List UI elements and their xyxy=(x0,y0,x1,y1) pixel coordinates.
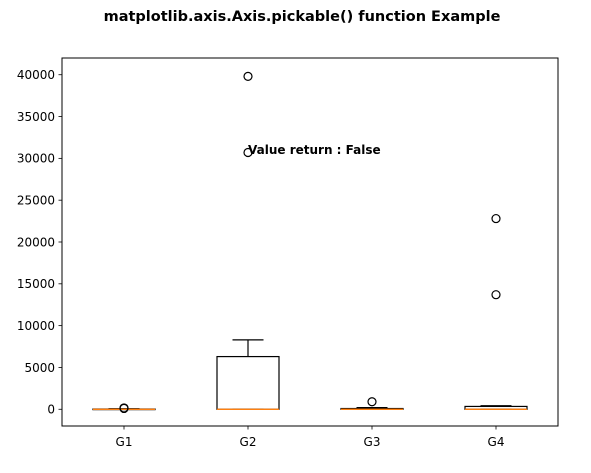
annotation-label: Value return : False xyxy=(248,143,381,157)
chart-title: matplotlib.axis.Axis.pickable() function… xyxy=(104,9,501,25)
y-tick-label: 10000 xyxy=(17,319,55,333)
flier-point xyxy=(367,397,377,407)
box-groups xyxy=(92,71,528,414)
flier-point xyxy=(243,147,253,158)
x-tick-label: G2 xyxy=(240,435,257,449)
y-axis: 0 5000 10000 15000 20000 25000 30000 35000 40000 xyxy=(17,68,62,417)
flier-point xyxy=(491,290,501,300)
y-tick-label: 40000 xyxy=(17,68,55,82)
x-tick-label: G3 xyxy=(364,435,381,449)
box-group-g4 xyxy=(464,213,528,410)
box xyxy=(216,355,280,410)
y-tick-label: 25000 xyxy=(17,193,55,207)
y-tick-label: 5000 xyxy=(24,361,55,375)
box-group-g1 xyxy=(92,403,156,414)
box-group-g3 xyxy=(340,397,404,410)
y-tick-label: 0 xyxy=(47,403,55,417)
axes-frame xyxy=(61,57,559,427)
y-tick-label: 15000 xyxy=(17,277,55,291)
x-tick-label: G1 xyxy=(116,435,133,449)
box-group-g2 xyxy=(216,71,280,410)
flier-point xyxy=(491,213,501,224)
x-axis: G1 G2 G3 G4 xyxy=(116,426,505,449)
y-tick-label: 30000 xyxy=(17,152,55,166)
y-tick-label: 20000 xyxy=(17,235,55,249)
x-tick-label: G4 xyxy=(488,435,505,449)
y-tick-label: 35000 xyxy=(17,110,55,124)
flier-point xyxy=(243,71,253,82)
flier-point xyxy=(119,403,129,413)
